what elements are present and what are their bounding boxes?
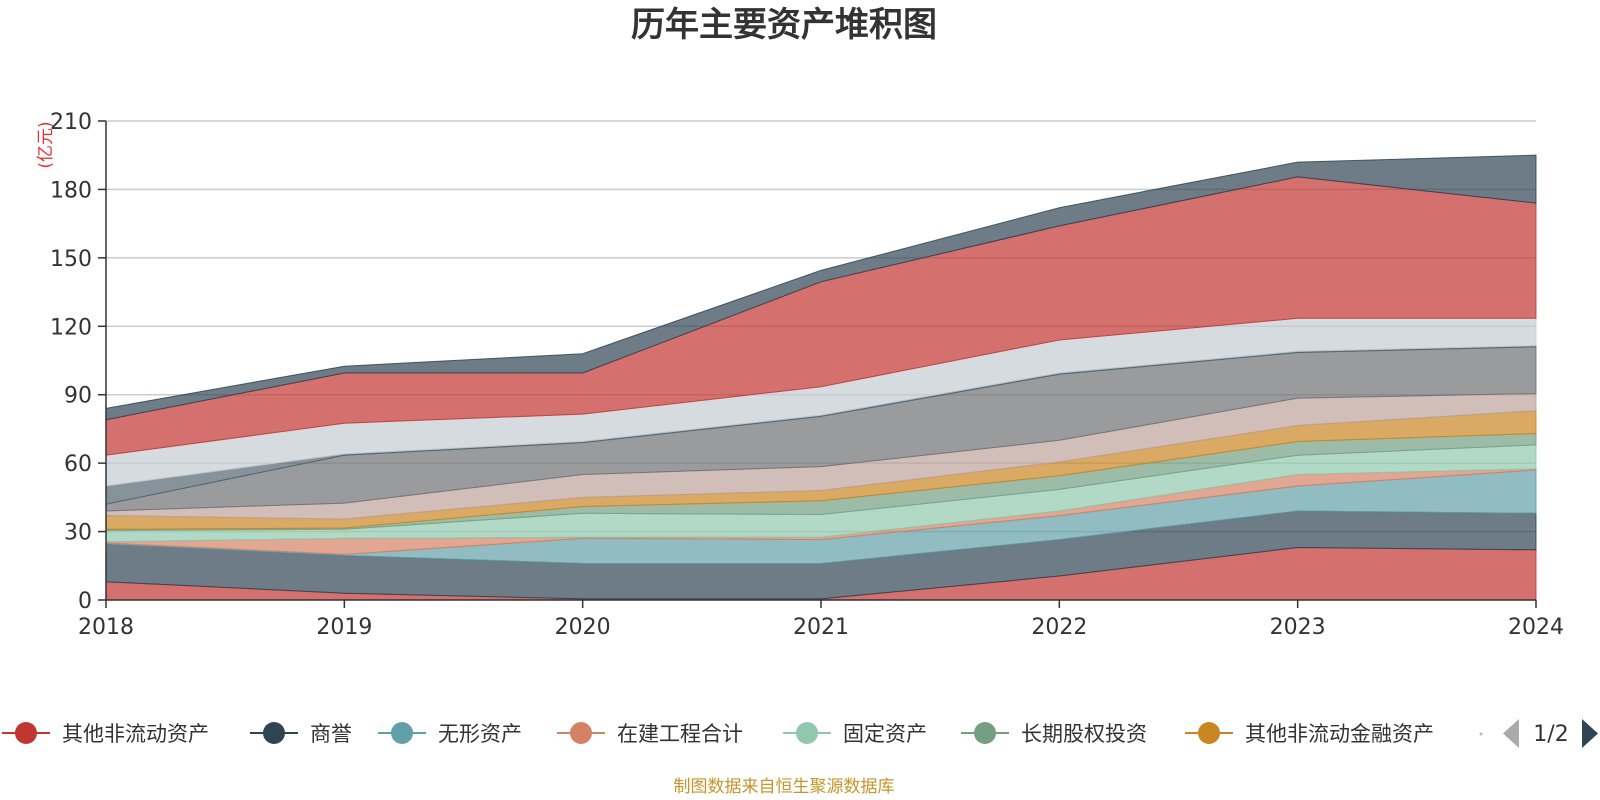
axes: 0 30 60 90 120 150 180 210 2018 2019 2020 2021 2022 2… — [50, 110, 1564, 640]
legend-page-indicator: 1/2 — [1533, 722, 1568, 747]
legend-marker-icon — [974, 722, 996, 744]
y-tick-label-5: 150 — [50, 247, 92, 272]
chart-title: 历年主要资产堆积图 — [631, 5, 937, 45]
legend-label: 在建工程合计 — [617, 722, 743, 746]
legend-label: 其他非流动金融资产 — [1245, 722, 1434, 746]
legend-item-0[interactable]: 其他非流动资产 — [2, 722, 209, 746]
legend-next-page-icon[interactable] — [1582, 719, 1598, 748]
legend-item-1[interactable]: 商誉 — [250, 722, 352, 746]
legend-label: 其他非流动资产 — [62, 722, 209, 746]
legend-marker-icon — [15, 722, 37, 744]
x-tick-label-1: 2019 — [316, 615, 372, 640]
legend-marker-icon — [796, 722, 818, 744]
legend-marker-icon — [263, 722, 285, 744]
legend-item-2[interactable]: 无形资产 — [378, 722, 522, 746]
legend-item-3[interactable]: 在建工程合计 — [557, 722, 743, 746]
legend-marker-icon — [391, 722, 413, 744]
legend-overflow-dot — [1479, 732, 1483, 736]
area-series — [105, 154, 1537, 601]
y-tick-label-3: 90 — [64, 384, 92, 409]
legend-label: 商誉 — [310, 722, 352, 746]
legend-item-5[interactable]: 长期股权投资 — [961, 722, 1147, 746]
y-tick-label-7: 210 — [50, 110, 92, 135]
y-axis-unit: (亿元) — [36, 121, 56, 168]
y-tick-label-6: 180 — [50, 178, 92, 203]
area-series-12 — [105, 154, 1537, 421]
x-tick-label-2: 2020 — [555, 615, 611, 640]
legend: 其他非流动资产 商誉 无形资产 在建工程合计 固定资产 长期股权投资 其他非流动金融资产 1/… — [2, 719, 1598, 748]
x-tick-label-3: 2021 — [793, 615, 849, 640]
legend-label: 长期股权投资 — [1021, 722, 1147, 746]
legend-item-6[interactable]: 其他非流动金融资产 — [1185, 722, 1434, 746]
x-tick-label-0: 2018 — [78, 615, 134, 640]
legend-marker-icon — [570, 722, 592, 744]
source-note: 制图数据来自恒生聚源数据库 — [674, 777, 895, 797]
y-tick-label-2: 60 — [64, 452, 92, 477]
x-tick-label-5: 2023 — [1270, 615, 1326, 640]
legend-item-4[interactable]: 固定资产 — [783, 722, 927, 746]
x-tick-label-6: 2024 — [1508, 615, 1564, 640]
y-tick-label-4: 120 — [50, 315, 92, 340]
y-tick-label-0: 0 — [78, 589, 92, 614]
legend-label: 无形资产 — [438, 722, 522, 746]
legend-prev-page-icon[interactable] — [1503, 719, 1519, 748]
legend-marker-icon — [1198, 722, 1220, 744]
legend-label: 固定资产 — [843, 722, 927, 746]
x-tick-label-4: 2022 — [1031, 615, 1087, 640]
y-tick-label-1: 30 — [64, 521, 92, 546]
